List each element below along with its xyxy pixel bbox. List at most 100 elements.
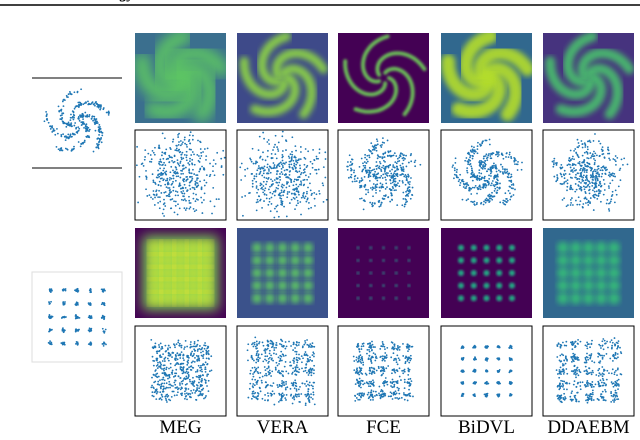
sample-point bbox=[267, 178, 269, 180]
sample-point bbox=[181, 141, 184, 144]
sample-point bbox=[512, 194, 515, 196]
sample-point bbox=[144, 149, 147, 152]
sample-point bbox=[60, 108, 63, 111]
density-arm bbox=[239, 56, 289, 100]
sample-point bbox=[400, 168, 403, 171]
sample-point bbox=[392, 164, 395, 167]
density-mode bbox=[277, 242, 288, 253]
sample-point bbox=[200, 366, 202, 369]
sample-point bbox=[308, 345, 311, 348]
sample-point bbox=[174, 200, 177, 203]
sample-point bbox=[151, 384, 153, 387]
sample-point bbox=[189, 175, 192, 178]
sample-point bbox=[386, 346, 389, 349]
sample-point bbox=[294, 347, 296, 349]
sample-point bbox=[266, 163, 269, 166]
sample-point bbox=[77, 101, 80, 104]
sample-point bbox=[392, 380, 395, 383]
sample-point bbox=[583, 151, 586, 154]
sample-point bbox=[520, 168, 523, 171]
sample-point bbox=[193, 188, 196, 191]
sample-point bbox=[267, 172, 270, 175]
sample-point bbox=[268, 369, 271, 372]
sample-point bbox=[174, 358, 177, 361]
sample-point bbox=[62, 303, 65, 306]
sample-point bbox=[180, 394, 183, 397]
sample-point bbox=[476, 186, 479, 189]
sample-point bbox=[409, 197, 412, 200]
sample-point bbox=[304, 393, 307, 396]
sample-point bbox=[253, 359, 255, 362]
sample-point bbox=[468, 188, 471, 190]
sample-point bbox=[158, 350, 160, 353]
sample-point bbox=[487, 194, 490, 197]
sample-point bbox=[179, 150, 182, 153]
sample-point bbox=[308, 201, 310, 204]
sample-point bbox=[256, 198, 259, 201]
sample-point bbox=[309, 371, 312, 374]
sample-point bbox=[608, 208, 610, 210]
sample-point bbox=[376, 183, 379, 186]
sample-point bbox=[268, 197, 271, 200]
sample-point bbox=[295, 183, 298, 186]
density-arm bbox=[343, 59, 388, 97]
sample-point bbox=[353, 178, 356, 180]
sample-point bbox=[166, 357, 169, 360]
sample-point bbox=[469, 176, 472, 179]
sample-point bbox=[222, 149, 225, 152]
sample-point bbox=[467, 159, 470, 161]
sample-point bbox=[583, 159, 586, 162]
panel bbox=[543, 228, 634, 318]
sample-point bbox=[401, 153, 404, 155]
sample-point bbox=[287, 155, 290, 158]
sample-point bbox=[379, 356, 382, 359]
sample-point bbox=[179, 366, 182, 368]
sample-point bbox=[376, 140, 379, 143]
sample-point bbox=[182, 199, 185, 202]
density-mode bbox=[356, 284, 360, 287]
sample-point bbox=[185, 207, 188, 210]
sample-point bbox=[265, 381, 267, 384]
sample-point bbox=[176, 159, 179, 161]
sample-point bbox=[149, 154, 152, 156]
sample-point bbox=[67, 137, 70, 140]
sample-point bbox=[168, 367, 170, 370]
sample-point bbox=[556, 179, 559, 181]
sample-point bbox=[407, 378, 410, 381]
sample-point bbox=[85, 128, 88, 131]
sample-point bbox=[407, 369, 410, 371]
sample-point bbox=[294, 350, 297, 353]
sample-point bbox=[580, 188, 583, 191]
sample-point bbox=[91, 115, 94, 118]
sample-point bbox=[261, 381, 263, 384]
sample-point bbox=[371, 205, 374, 208]
sample-point bbox=[382, 159, 385, 162]
sample-point bbox=[158, 196, 161, 199]
sample-point bbox=[363, 199, 366, 202]
sample-point bbox=[160, 174, 162, 177]
sample-point bbox=[419, 163, 422, 166]
sample-point bbox=[346, 165, 349, 168]
sample-point bbox=[496, 153, 498, 156]
sample-point bbox=[403, 203, 406, 206]
sample-point bbox=[592, 179, 595, 181]
sample-point bbox=[163, 373, 166, 376]
sample-point bbox=[177, 163, 180, 166]
sample-point bbox=[476, 148, 479, 151]
sample-point bbox=[392, 368, 395, 371]
sample-point bbox=[49, 302, 51, 305]
sample-point bbox=[278, 181, 281, 184]
sample-point bbox=[354, 399, 357, 402]
sample-point bbox=[203, 184, 206, 187]
sample-point bbox=[396, 370, 399, 372]
sample-point bbox=[158, 189, 160, 192]
sample-point bbox=[165, 179, 167, 182]
sample-point bbox=[183, 153, 186, 156]
sample-point bbox=[362, 162, 364, 165]
sample-point bbox=[489, 167, 492, 170]
density-arm bbox=[555, 73, 607, 117]
sample-point bbox=[604, 169, 607, 172]
sample-point bbox=[467, 151, 470, 154]
sample-point bbox=[581, 168, 584, 171]
